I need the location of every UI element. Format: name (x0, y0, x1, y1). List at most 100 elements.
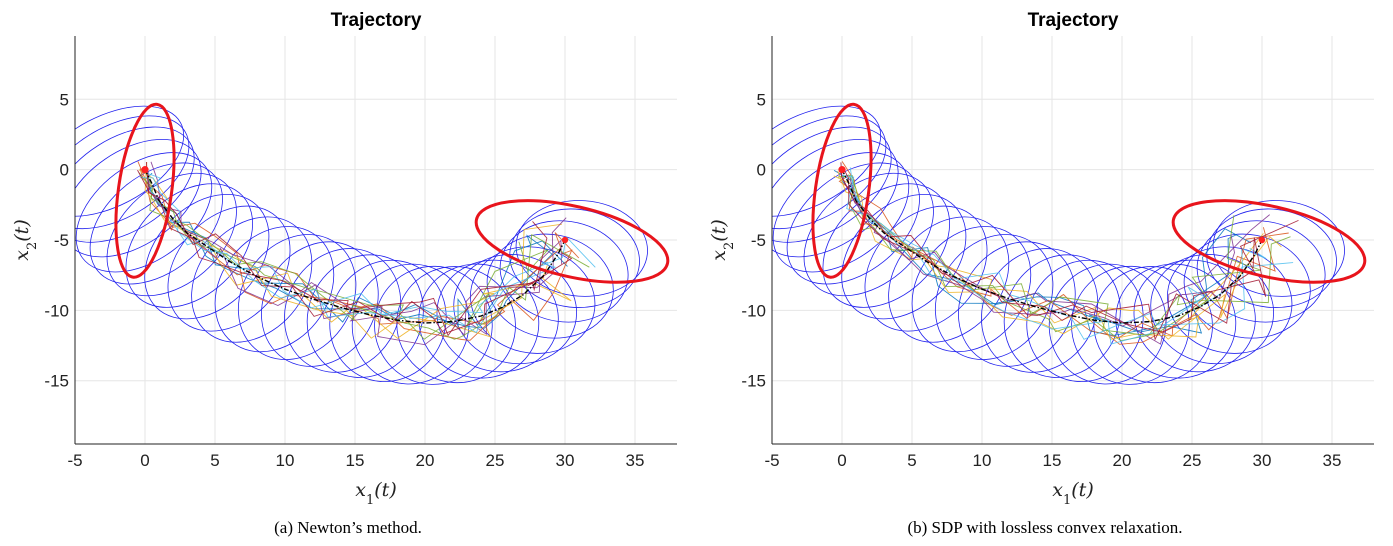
uncertainty-ellipse (75, 152, 213, 273)
plot-area (772, 102, 1367, 385)
x-tick-label: -5 (67, 451, 82, 470)
x-tick-label: 10 (973, 451, 992, 470)
x-tick-label: 20 (1113, 451, 1132, 470)
sample-trajectory (147, 170, 563, 346)
uncertainty-ellipse (237, 234, 357, 360)
x-tick-label: 5 (907, 451, 916, 470)
sample-trajectory (844, 175, 1294, 345)
y-tick-label: -10 (741, 301, 766, 320)
target-constraint-ellipse (474, 199, 670, 284)
chart-title: Trajectory (331, 10, 422, 31)
chart-title: Trajectory (1028, 10, 1119, 31)
y-axis-label: x2(t) (708, 219, 737, 260)
mean-trajectory-line (841, 169, 1263, 324)
uncertainty-ellipse (1133, 259, 1256, 373)
uncertainty-ellipse (75, 138, 202, 258)
x-tick-label: 20 (416, 451, 435, 470)
uncertainty-ellipse (786, 162, 920, 285)
uncertainty-ellipse (75, 105, 185, 217)
uncertainty-ellipse (106, 172, 237, 297)
grid-lines (74, 36, 677, 444)
uncertainty-ellipse (283, 248, 402, 373)
uncertainty-ellipse (374, 265, 493, 385)
uncertainty-ellipse (934, 234, 1054, 360)
target-constraint-ellipse (1171, 199, 1367, 284)
sample-trajectories (833, 161, 1299, 345)
uncertainty-ellipse (1150, 254, 1275, 365)
uncertainty-ellipse (1003, 254, 1121, 378)
uncertainty-ellipse (772, 138, 899, 258)
uncertainty-ellipse (509, 208, 640, 308)
uncertainty-ellipse (1093, 266, 1213, 384)
uncertainty-ellipse (261, 241, 379, 367)
sample-trajectory (139, 168, 580, 325)
uncertainty-ellipse (772, 105, 882, 217)
uncertainty-ellipse (453, 254, 578, 365)
target-point-marker (1258, 236, 1266, 244)
sample-trajectory (146, 174, 549, 340)
sample-trajectory (141, 170, 596, 316)
uncertainty-ellipse (214, 226, 335, 353)
start-point-marker (838, 166, 846, 174)
sample-trajectory (840, 162, 1267, 333)
uncertainty-ellipse (75, 115, 190, 230)
y-tick-label: 0 (757, 161, 766, 180)
y-tick-label: 5 (757, 90, 766, 109)
sample-trajectory (137, 169, 548, 337)
sample-trajectory (848, 174, 1261, 336)
y-tick-label: -5 (751, 231, 766, 250)
mean-trajectory-line (144, 169, 566, 324)
sample-trajectory (845, 174, 1270, 345)
uncertainty-ellipse (1183, 233, 1311, 339)
sample-trajectory (144, 162, 562, 339)
uncertainty-ellipse (499, 220, 629, 323)
y-tick-label: 5 (60, 90, 69, 109)
x-tick-label: 25 (486, 451, 505, 470)
uncertainty-ellipse (306, 254, 424, 378)
x-tick-label: 25 (1183, 451, 1202, 470)
plot-area (75, 102, 670, 385)
start-constraint-ellipse (114, 102, 176, 279)
trajectory-chart-b: -5 0 5 10 15 20 25 30 35 5 0 -5 -10 -15 Trajectory x1(t… (708, 10, 1374, 508)
sample-trajectory (844, 170, 1299, 341)
chart-panel-a: -5 0 5 10 15 20 25 30 35 5 0 -5 -10 -15 Trajectory x1(t… (0, 0, 696, 546)
chart-panel-b: -5 0 5 10 15 20 25 30 35 5 0 -5 -10 -15 Trajectory x1(t… (697, 0, 1393, 546)
uncertainty-ellipse (329, 259, 447, 383)
x-axis-label: x1(t) (1052, 479, 1093, 508)
x-tick-label: 35 (1323, 451, 1342, 470)
y-tick-label: -10 (44, 301, 69, 320)
uncertainty-ellipse (515, 200, 648, 297)
uncertainty-ellipse (980, 248, 1099, 373)
uncertainty-ellipse (1115, 263, 1237, 379)
uncertainty-ellipse (1071, 265, 1190, 385)
target-point-marker (561, 236, 569, 244)
trajectory-chart-a: -5 0 5 10 15 20 25 30 35 5 0 -5 -10 -15 Trajectory x1(t… (11, 10, 677, 508)
sample-trajectory (145, 161, 573, 335)
start-constraint-ellipse (811, 102, 873, 279)
x-tick-label: 30 (556, 451, 575, 470)
grid-lines (771, 36, 1374, 444)
uncertainty-ellipse (144, 193, 270, 320)
x-tick-label: 35 (626, 451, 645, 470)
uncertainty-ellipse (772, 126, 892, 243)
x-tick-label: 10 (276, 451, 295, 470)
x-tick-label: -5 (764, 451, 779, 470)
y-tick-label: -15 (741, 372, 766, 391)
start-point-marker (141, 166, 149, 174)
uncertainty-ellipse (486, 233, 614, 339)
y-tick-label: 0 (60, 161, 69, 180)
x-tick-label: 0 (837, 451, 846, 470)
uncertainty-ellipse (436, 259, 559, 373)
sample-trajectories (137, 161, 596, 346)
x-tick-label: 0 (140, 451, 149, 470)
uncertainty-ellipse (822, 183, 951, 308)
caption-b: (b) SDP with lossless convex relaxation. (907, 518, 1183, 537)
uncertainty-ellipse (89, 162, 223, 285)
uncertainty-ellipse (125, 183, 254, 308)
uncertainty-ellipse (772, 115, 887, 230)
y-axis-label: x2(t) (11, 219, 40, 260)
uncertainty-ellipse (803, 172, 934, 297)
x-axis-label: x1(t) (355, 479, 396, 508)
y-tick-label: -5 (54, 231, 69, 250)
x-tick-label: 15 (346, 451, 365, 470)
